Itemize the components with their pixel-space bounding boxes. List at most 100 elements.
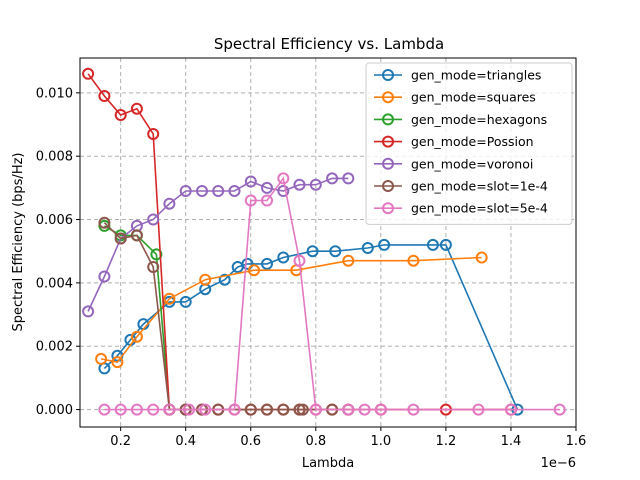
data-point — [212, 185, 225, 197]
legend-marker — [382, 202, 394, 215]
data-point — [277, 251, 290, 264]
data-point — [309, 178, 322, 191]
data-point — [228, 185, 241, 197]
legend-label: gen_mode=triangles — [411, 68, 541, 83]
data-point — [439, 238, 452, 251]
legend-marker — [382, 113, 394, 126]
data-point — [277, 172, 290, 185]
data-point — [248, 264, 260, 277]
data-point — [179, 295, 192, 308]
plot-frame — [79, 57, 577, 428]
x-tick-label: 0.6 — [240, 434, 261, 449]
data-point — [407, 254, 420, 267]
data-point — [244, 403, 257, 416]
data-point — [114, 232, 127, 245]
legend-label: gen_mode=squares — [411, 90, 536, 105]
data-point — [130, 102, 143, 115]
data-point — [553, 403, 566, 416]
data-point — [277, 403, 290, 416]
data-point — [150, 248, 163, 261]
data-point — [147, 403, 160, 416]
data-point — [199, 273, 212, 286]
ticks-layer: 0.2 0.4 0.6 0.8 1.0 1.2 1.4 1.6 0.000 0.002 0.004 0… — [36, 86, 587, 449]
legend-label: gen_mode=slot=5e-4 — [411, 201, 548, 216]
data-point — [82, 67, 95, 80]
legend-marker — [382, 180, 394, 192]
data-point — [261, 194, 273, 207]
legend-item: gen_mode=slot=5e-4 — [374, 201, 548, 216]
data-point — [163, 403, 176, 416]
x-tick-label: 1.4 — [501, 434, 522, 449]
legend-label: gen_mode=Possion — [411, 134, 534, 149]
data-point — [228, 403, 241, 416]
data-point — [98, 403, 111, 416]
legend-label: gen_mode=voronoi — [411, 156, 533, 171]
data-point — [358, 403, 371, 416]
data-point — [378, 238, 391, 251]
data-point — [505, 403, 517, 416]
data-point — [407, 403, 420, 416]
data-point — [218, 273, 231, 286]
data-point — [277, 185, 290, 197]
legend-marker — [382, 157, 394, 170]
legend-marker — [382, 135, 394, 148]
data-point — [342, 172, 355, 185]
y-tick-label: 0.010 — [36, 86, 73, 101]
y-tick-label: 0.008 — [36, 150, 73, 165]
data-point — [98, 216, 111, 229]
data-point — [196, 185, 208, 197]
data-point — [374, 403, 387, 416]
data-point — [293, 254, 306, 267]
legend-item: gen_mode=slot=1e-4 — [374, 179, 548, 194]
legend-item: gen_mode=Possion — [374, 134, 534, 149]
data-point — [293, 178, 306, 191]
x-tick-label: 0.2 — [110, 434, 131, 449]
y-tick-label: 0.006 — [36, 213, 73, 228]
data-point — [147, 213, 160, 226]
data-point — [163, 292, 176, 305]
x-tick-label: 1.0 — [371, 434, 392, 449]
legend-item: gen_mode=triangles — [374, 68, 541, 83]
data-point — [261, 403, 273, 416]
data-point — [361, 242, 374, 254]
data-point — [244, 194, 257, 207]
data-point — [472, 403, 485, 416]
data-point — [147, 128, 160, 140]
x-axis-label: Lambda — [302, 456, 354, 471]
y-axis-label: Spectral Efficiency (bps/Hz) — [11, 153, 26, 332]
legend-marker — [382, 91, 394, 104]
legend-item: gen_mode=hexagons — [374, 112, 547, 127]
data-point — [114, 403, 127, 416]
legend-box — [365, 62, 573, 225]
legend: gen_mode=triangles gen_mode=squares gen_mo… — [365, 62, 573, 225]
data-point — [82, 305, 95, 318]
series-layer — [82, 67, 566, 416]
data-point — [261, 181, 273, 194]
data-point — [183, 403, 195, 416]
x-tick-label: 0.8 — [305, 434, 326, 449]
series-2 — [98, 219, 176, 416]
data-point — [329, 245, 342, 258]
series-line — [100, 256, 482, 363]
data-point — [114, 109, 127, 121]
data-point — [309, 403, 322, 416]
series-line — [87, 177, 349, 312]
data-point — [98, 90, 111, 102]
data-point — [475, 251, 488, 264]
data-point — [326, 172, 339, 185]
legend-item: gen_mode=squares — [374, 90, 536, 105]
data-point — [244, 175, 257, 188]
data-point — [98, 270, 111, 283]
legend-item: gen_mode=voronoi — [374, 156, 533, 171]
x-axis-offset-text: 1e−6 — [541, 456, 576, 471]
legend-label: gen_mode=slot=1e-4 — [411, 179, 548, 194]
data-point — [241, 257, 254, 270]
x-tick-label: 0.4 — [175, 434, 196, 449]
series-line — [103, 244, 519, 410]
series-6 — [98, 172, 566, 416]
data-point — [342, 403, 355, 416]
data-point — [179, 185, 192, 197]
y-tick-label: 0.000 — [36, 403, 73, 418]
